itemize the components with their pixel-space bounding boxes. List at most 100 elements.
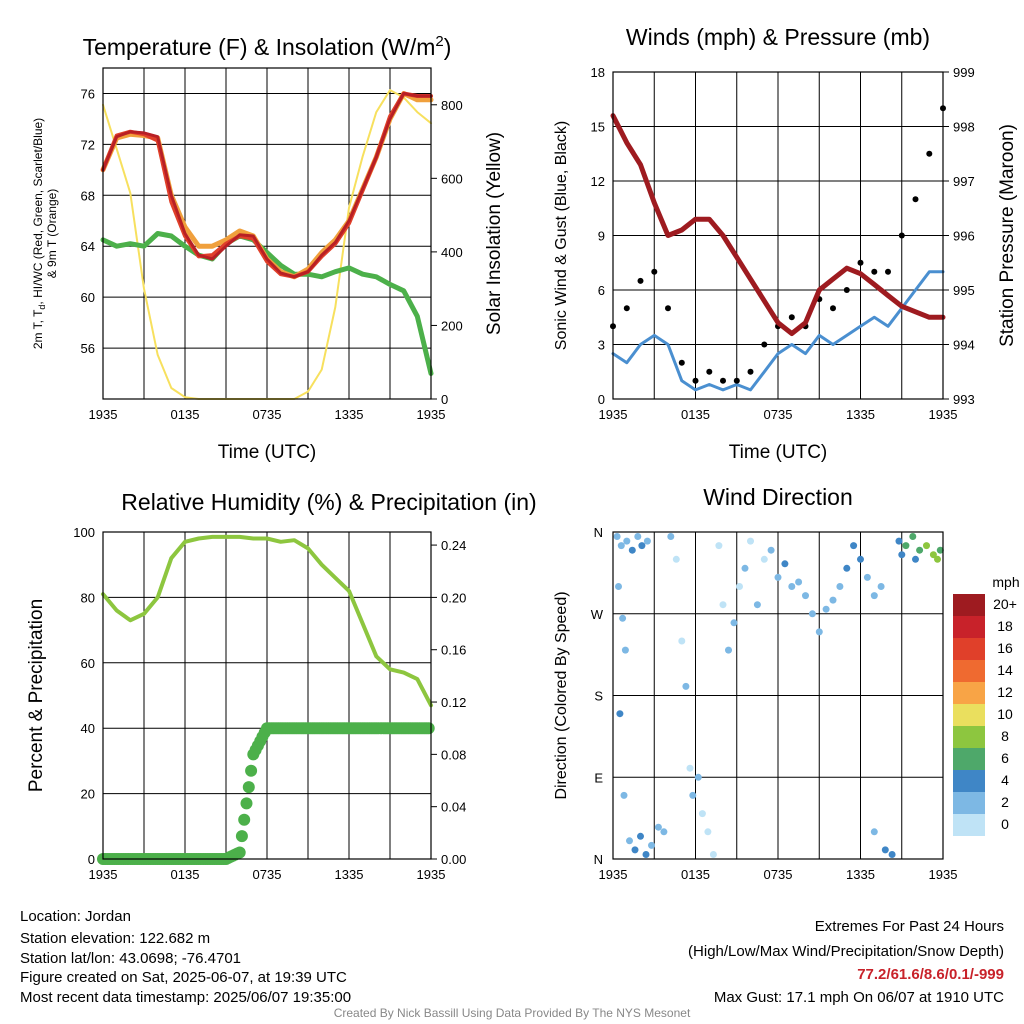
x-tick-label: 1335 xyxy=(846,407,875,422)
direction-point xyxy=(621,646,629,654)
direction-point xyxy=(895,537,903,545)
direction-point xyxy=(788,583,796,590)
gust-point xyxy=(637,277,644,284)
legend-label: 8 xyxy=(1001,728,1009,744)
y2-tick-label: 0.04 xyxy=(441,800,466,815)
y2-axis-label: Station Pressure (Maroon) xyxy=(997,124,1018,347)
legend-swatch xyxy=(953,704,985,726)
direction-point xyxy=(923,542,930,550)
y-tick-label: 15 xyxy=(591,120,605,135)
legend-label: 20+ xyxy=(993,596,1017,612)
legend-label: 10 xyxy=(997,706,1013,722)
gust-point xyxy=(843,287,850,293)
legend-label: 18 xyxy=(997,618,1013,634)
direction-point xyxy=(678,637,686,645)
y2-tick-label: 999 xyxy=(953,65,975,80)
direction-point xyxy=(843,564,851,572)
direction-point xyxy=(760,555,768,563)
gust-point xyxy=(651,268,658,275)
y-tick-label: N xyxy=(594,852,603,867)
gust-point xyxy=(747,368,754,375)
direction-point xyxy=(686,764,694,772)
extremes-title: Extremes For Past 24 Hours xyxy=(814,918,1004,935)
gust-point xyxy=(898,232,905,239)
direction-point xyxy=(747,537,754,545)
y-tick-label: 100 xyxy=(73,525,95,540)
y-tick-label: 0 xyxy=(598,392,605,407)
direction-point xyxy=(642,851,650,858)
direction-point xyxy=(916,546,924,554)
y-tick-label: 0 xyxy=(88,852,95,867)
direction-point xyxy=(898,551,906,559)
direction-point xyxy=(909,533,917,540)
legend-swatch xyxy=(953,792,985,814)
direction-point xyxy=(615,583,622,590)
y-tick-label: 60 xyxy=(81,290,95,305)
y-tick-label: 6 xyxy=(598,283,605,298)
direction-point xyxy=(617,542,625,550)
y2-tick-label: 998 xyxy=(953,120,975,135)
y2-tick-label: 995 xyxy=(953,283,975,298)
y-axis-label-line1: 2m T, Td, HI/WC (Red, Green, Scarlet/Blu… xyxy=(31,118,47,349)
direction-point xyxy=(682,682,690,690)
y2-tick-label: 0 xyxy=(441,392,448,407)
y-tick-label: 80 xyxy=(81,590,95,605)
direction-point xyxy=(888,851,896,858)
y-axis-label-line2: & 9m T (Orange) xyxy=(45,189,59,279)
x-tick-label: 0135 xyxy=(681,407,710,422)
plot-border xyxy=(102,531,432,860)
direction-point xyxy=(689,791,697,799)
direction-point xyxy=(634,533,642,540)
direction-point xyxy=(815,628,823,636)
direction-point xyxy=(808,610,816,618)
gust-point xyxy=(678,359,685,366)
gust-point xyxy=(692,377,699,384)
legend-swatch xyxy=(953,748,985,770)
legend-swatch xyxy=(953,682,985,704)
y-tick-label: 20 xyxy=(81,787,95,802)
y2-tick-label: 400 xyxy=(441,245,463,260)
direction-point xyxy=(613,533,621,540)
precip-point xyxy=(242,781,255,794)
precip-point xyxy=(245,764,258,777)
x-tick-label: 0735 xyxy=(253,867,282,882)
direction-point xyxy=(870,828,878,836)
y-tick-label: 60 xyxy=(81,656,95,671)
direction-point xyxy=(850,542,858,550)
plot-border xyxy=(612,71,944,400)
direction-point xyxy=(795,578,803,586)
precip-point xyxy=(233,846,246,859)
gust-point xyxy=(623,305,630,312)
legend-label: 12 xyxy=(997,684,1013,700)
y-tick-label: 68 xyxy=(81,188,95,203)
direction-point xyxy=(753,601,761,609)
latlon-text: Station lat/lon: 43.0698; -76.4701 xyxy=(20,950,242,967)
y2-tick-label: 0.16 xyxy=(441,643,466,658)
extremes-values: 77.2/61.6/8.6/0.1/-999 xyxy=(857,966,1004,983)
x-tick-label: 1335 xyxy=(335,867,364,882)
legend-swatch xyxy=(953,726,985,748)
direction-point xyxy=(781,560,789,568)
direction-point xyxy=(725,646,732,654)
legend-label: 2 xyxy=(1001,794,1009,810)
max-gust-text: Max Gust: 17.1 mph On 06/07 at 1910 UTC xyxy=(713,989,1004,1006)
direction-point xyxy=(936,546,944,554)
wind-speed-line xyxy=(611,270,945,392)
y2-axis-label: Solar Insolation (Yellow) xyxy=(484,132,505,335)
direction-point xyxy=(619,614,627,622)
direction-point xyxy=(836,583,844,590)
extremes-subtitle: (High/Low/Max Wind/Precipitation/Snow De… xyxy=(688,943,1004,960)
location-text: Location: Jordan xyxy=(20,908,131,925)
direction-point xyxy=(877,583,885,590)
x-tick-label: 1935 xyxy=(89,407,118,422)
gust-point xyxy=(926,150,933,157)
direction-point xyxy=(934,555,941,563)
legend-swatch xyxy=(953,814,985,836)
y-tick-label: 3 xyxy=(598,338,605,353)
direction-point xyxy=(698,810,706,818)
y-tick-label: 18 xyxy=(591,65,605,80)
y2-tick-label: 996 xyxy=(953,229,975,244)
direction-point xyxy=(637,832,644,840)
legend-swatch xyxy=(953,770,985,792)
direction-point xyxy=(767,546,775,554)
